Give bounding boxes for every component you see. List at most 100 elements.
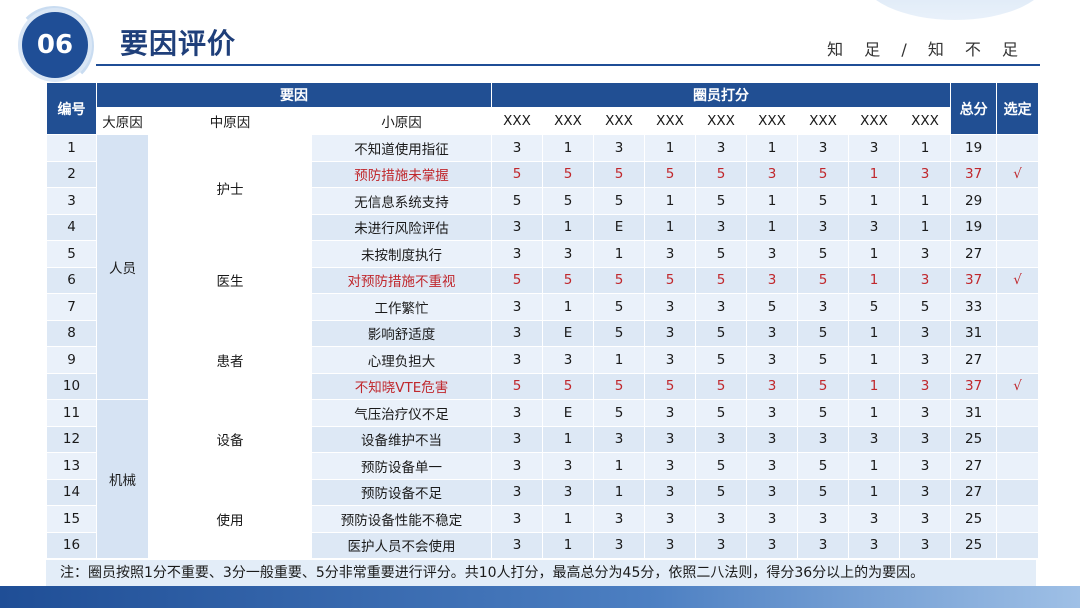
score-cell: 5 — [491, 266, 544, 294]
header-divider — [96, 64, 1040, 66]
score-cell: 5 — [797, 319, 850, 347]
score-cell: 1 — [848, 319, 901, 347]
selected-cell — [996, 399, 1040, 427]
row-id: 7 — [46, 293, 97, 321]
score-cell: 5 — [695, 372, 748, 400]
small-cause-cell: 无信息系统支持 — [310, 187, 493, 215]
total-cell: 37 — [950, 266, 998, 294]
small-cause-cell: 预防设备性能不稳定 — [310, 505, 493, 533]
score-cell: 1 — [848, 478, 901, 506]
selected-cell: √ — [996, 160, 1040, 188]
table-row: 9 心理负担大 3 3 1 3 5 3 5 1 3 27 — [46, 346, 1040, 374]
row-id: 1 — [46, 134, 97, 162]
score-cell: 3 — [746, 346, 799, 374]
score-cell: 3 — [746, 266, 799, 294]
score-cell: 3 — [746, 478, 799, 506]
mid-cause-cell: 护士 — [148, 134, 312, 241]
score-cell: 3 — [695, 134, 748, 162]
page-title: 要因评价 — [120, 27, 237, 60]
score-cell: 5 — [593, 319, 646, 347]
row-id: 14 — [46, 478, 97, 506]
table-row: 1 人员 护士 不知道使用指征 3 1 3 1 3 1 3 3 1 19 — [46, 134, 1040, 400]
row-id: 4 — [46, 213, 97, 241]
score-cell: 3 — [746, 505, 799, 533]
score-cell: 3 — [491, 478, 544, 506]
score-cell: 5 — [695, 160, 748, 188]
score-cell: 5 — [695, 187, 748, 215]
row-id: 11 — [46, 399, 97, 427]
row-id: 2 — [46, 160, 97, 188]
score-cell: 5 — [593, 187, 646, 215]
small-cause-cell: 医护人员不会使用 — [310, 531, 493, 559]
score-cell: 3 — [695, 293, 748, 321]
score-cell: 5 — [593, 399, 646, 427]
score-cell: 3 — [644, 478, 697, 506]
score-cell: 3 — [542, 478, 595, 506]
table-note: 注：圈员按照1分不重要、3分一般重要、5分非常重要进行评分。共10人打分，最高总… — [46, 559, 1036, 587]
small-cause-cell: 心理负担大 — [310, 346, 493, 374]
rater-header: XXX — [491, 107, 544, 135]
selected-cell — [996, 452, 1040, 480]
rater-header: XXX — [644, 107, 697, 135]
score-cell: 5 — [542, 266, 595, 294]
score-cell: 1 — [593, 452, 646, 480]
score-cell: 3 — [644, 240, 697, 268]
score-cell: 5 — [848, 293, 901, 321]
score-cell: 3 — [695, 531, 748, 559]
score-cell: 5 — [797, 399, 850, 427]
score-cell: 5 — [695, 319, 748, 347]
score-cell: 5 — [491, 160, 544, 188]
score-cell: 3 — [542, 240, 595, 268]
selected-cell — [996, 531, 1040, 559]
score-cell: 3 — [899, 399, 952, 427]
score-cell: 5 — [542, 187, 595, 215]
row-id: 6 — [46, 266, 97, 294]
score-cell: E — [593, 213, 646, 241]
score-cell: 3 — [491, 240, 544, 268]
big-cause-cell: 机械 — [96, 399, 149, 559]
score-cell: 1 — [899, 134, 952, 162]
score-cell: 1 — [899, 213, 952, 241]
score-cell: E — [542, 319, 595, 347]
total-cell: 33 — [950, 293, 998, 321]
header-selected: 选定 — [996, 82, 1040, 135]
selected-cell — [996, 240, 1040, 268]
table-row: 5 医生 未按制度执行 3 3 1 3 5 3 5 1 3 27 — [46, 240, 1040, 321]
score-cell: 3 — [542, 452, 595, 480]
header-decoration — [860, 0, 1050, 20]
table-row: 6 对预防措施不重视 5 5 5 5 5 3 5 1 3 37 √ — [46, 266, 1040, 294]
table-row: 10 不知晓VTE危害 5 5 5 5 5 3 5 1 3 37 √ — [46, 372, 1040, 400]
score-cell: 3 — [644, 399, 697, 427]
total-cell: 27 — [950, 240, 998, 268]
small-cause-cell: 预防设备不足 — [310, 478, 493, 506]
selected-cell — [996, 346, 1040, 374]
mid-cause-cell: 设备 — [148, 399, 312, 480]
subheader-small-cause: 小原因 — [310, 107, 493, 135]
score-cell: 1 — [848, 399, 901, 427]
row-id: 10 — [46, 372, 97, 400]
score-cell: 3 — [899, 160, 952, 188]
score-cell: 3 — [644, 293, 697, 321]
evaluation-table: 编号 要因 圈员打分 总分 选定 大原因 中原因 小原因 XXX XXX XXX… — [46, 82, 1040, 559]
score-cell: 3 — [899, 319, 952, 347]
score-cell: 5 — [797, 372, 850, 400]
rater-header: XXX — [695, 107, 748, 135]
score-cell: 3 — [848, 134, 901, 162]
score-cell: 3 — [644, 452, 697, 480]
row-id: 8 — [46, 319, 97, 347]
score-cell: 5 — [695, 399, 748, 427]
score-cell: 1 — [746, 134, 799, 162]
score-cell: 1 — [542, 505, 595, 533]
row-id: 3 — [46, 187, 97, 215]
score-cell: 3 — [899, 372, 952, 400]
score-cell: 5 — [593, 293, 646, 321]
selected-cell: √ — [996, 266, 1040, 294]
score-cell: 3 — [491, 505, 544, 533]
score-cell: 5 — [899, 293, 952, 321]
score-cell: 5 — [593, 266, 646, 294]
score-cell: 5 — [491, 372, 544, 400]
selected-cell — [996, 478, 1040, 506]
score-cell: 3 — [491, 452, 544, 480]
header-cause: 要因 — [95, 82, 493, 108]
score-cell: 1 — [746, 213, 799, 241]
